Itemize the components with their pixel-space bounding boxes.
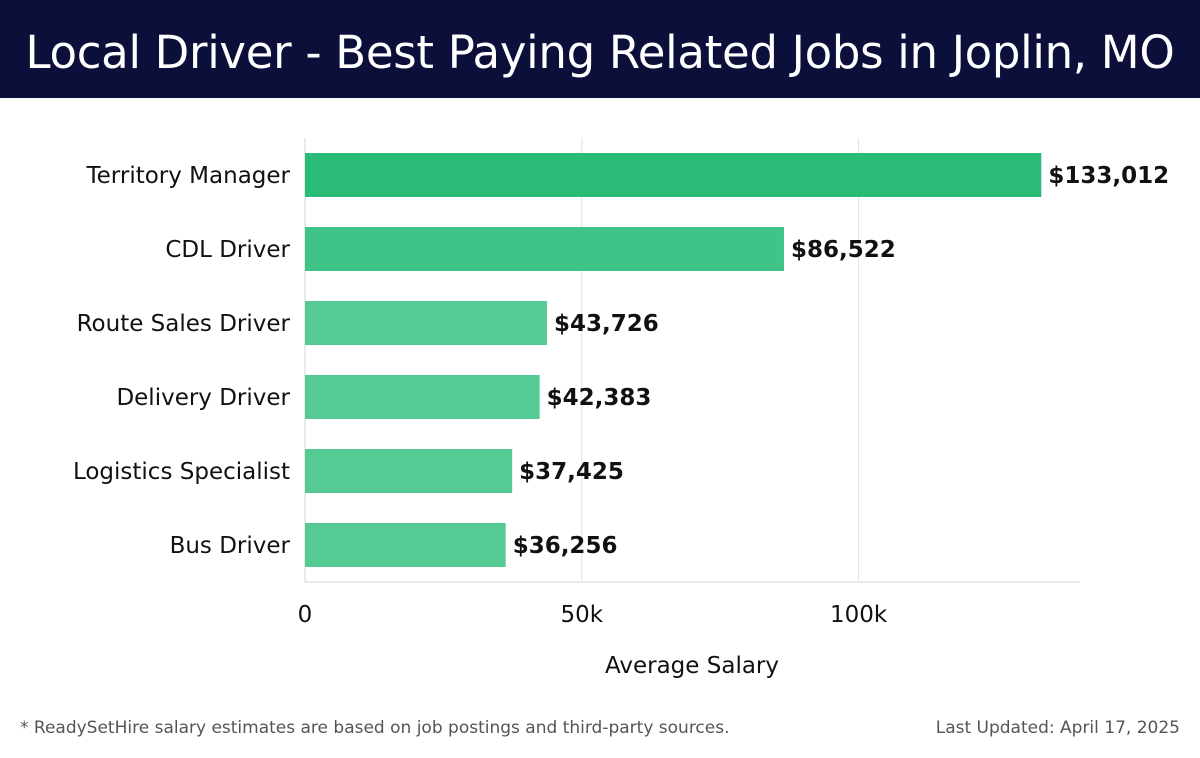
page-title: Local Driver - Best Paying Related Jobs … bbox=[25, 26, 1175, 79]
bar bbox=[305, 449, 513, 493]
bar bbox=[305, 375, 540, 419]
bar bbox=[305, 153, 1042, 197]
x-axis-title: Average Salary bbox=[605, 653, 779, 679]
category-label: Logistics Specialist bbox=[73, 459, 290, 485]
category-label: CDL Driver bbox=[165, 237, 290, 263]
bar bbox=[305, 227, 784, 271]
bar bbox=[305, 301, 548, 345]
x-tick-label: 100k bbox=[830, 602, 888, 628]
value-label: $37,425 bbox=[519, 459, 624, 485]
value-label: $133,012 bbox=[1048, 163, 1169, 189]
value-label: $86,522 bbox=[791, 237, 896, 263]
footer-disclaimer: * ReadySetHire salary estimates are base… bbox=[20, 718, 730, 738]
header-bar: Local Driver - Best Paying Related Jobs … bbox=[0, 0, 1200, 98]
x-tick-label: 50k bbox=[560, 602, 603, 628]
last-updated: Last Updated: April 17, 2025 bbox=[935, 718, 1180, 738]
value-label: $43,726 bbox=[554, 311, 659, 337]
x-tick-label: 0 bbox=[298, 602, 313, 628]
category-label: Delivery Driver bbox=[116, 385, 290, 411]
bar bbox=[305, 523, 506, 567]
category-label: Bus Driver bbox=[170, 533, 291, 559]
category-label: Route Sales Driver bbox=[77, 311, 291, 337]
category-label: Territory Manager bbox=[86, 163, 291, 189]
value-label: $42,383 bbox=[547, 385, 652, 411]
salary-bar-chart: Territory Manager $133,012 CDL Driver $86,5… bbox=[73, 138, 1169, 679]
value-label: $36,256 bbox=[513, 533, 618, 559]
